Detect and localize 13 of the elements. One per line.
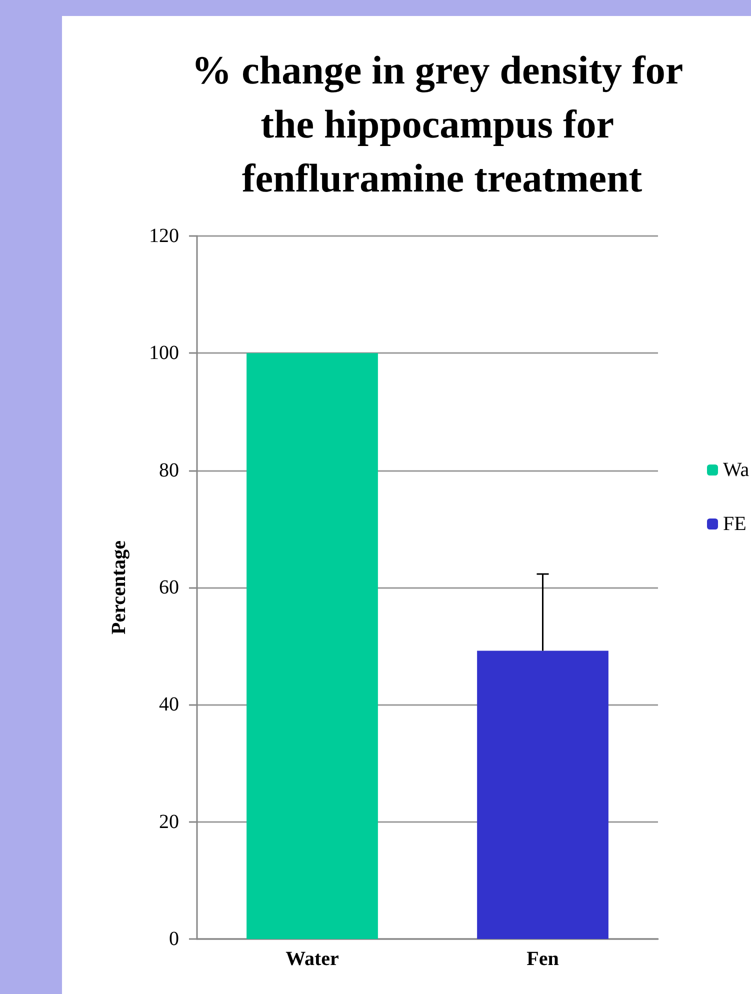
legend-label: Wa <box>723 459 750 481</box>
y-tick-label: 20 <box>159 810 179 833</box>
y-axis-title: Percentage <box>108 540 130 635</box>
legend-label: FE <box>723 513 746 535</box>
chart-title: % change in grey density for the hippocampus for fenfluramine treatment <box>192 48 692 200</box>
y-tick-label: 60 <box>159 576 179 598</box>
y-tick-label: 100 <box>149 342 179 364</box>
y-tick-label: 40 <box>159 694 179 716</box>
y-tick-label: 80 <box>159 459 179 482</box>
x-tick-label: Water <box>286 948 340 970</box>
y-tick-label: 120 <box>149 225 179 247</box>
y-tick-label: 0 <box>169 928 179 950</box>
x-tick-label: Fen <box>526 948 559 970</box>
